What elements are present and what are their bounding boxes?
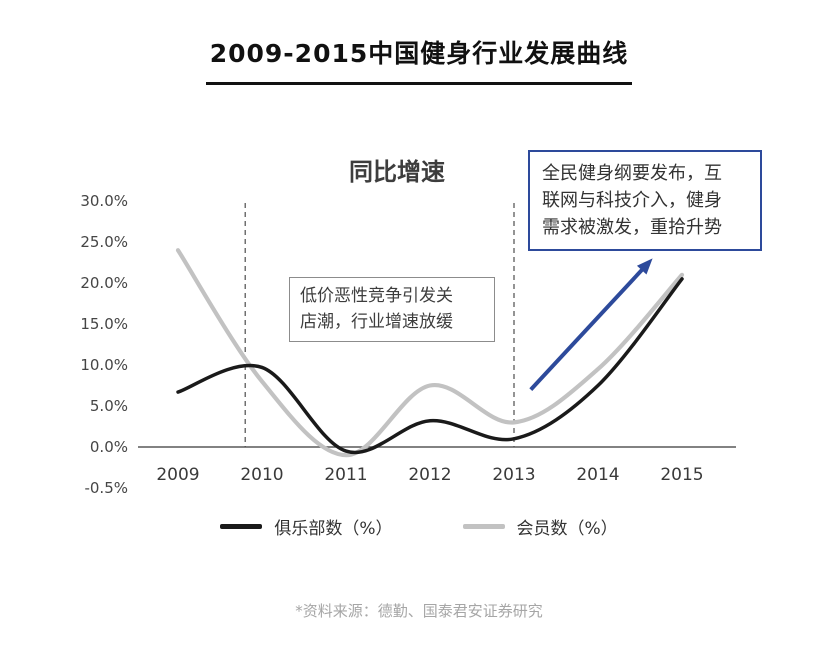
line-swatch-dark [220,524,263,529]
svg-text:2010: 2010 [240,465,283,485]
svg-text:2014: 2014 [576,465,619,485]
svg-text:2015: 2015 [660,465,703,485]
svg-text:30.0%: 30.0% [80,192,128,210]
svg-text:2009: 2009 [156,465,199,485]
legend-label: 会员数（%） [516,519,618,539]
svg-text:10.0%: 10.0% [80,356,128,374]
svg-text:20.0%: 20.0% [80,274,128,292]
legend-label: 俱乐部数（%） [274,519,393,539]
line-swatch-gray [462,524,505,529]
svg-text:15.0%: 15.0% [80,315,128,333]
svg-text:2013: 2013 [492,465,535,485]
page-header: 2009-2015中国健身行业发展曲线 [0,34,838,85]
annotation-box: 低价恶性竞争引发关 店潮，行业增速放缓 [289,277,495,342]
chart-legend: 俱乐部数（%） 会员数（%） [0,514,838,539]
svg-text:2011: 2011 [324,465,367,485]
svg-text:2012: 2012 [408,465,451,485]
legend-item-clubs: 俱乐部数（%） [220,514,393,539]
svg-text:5.0%: 5.0% [90,397,128,415]
svg-text:-0.5%: -0.5% [84,479,128,497]
annotation-box: 全民健身纲要发布，互 联网与科技介入，健身 需求被激发，重拾升势 [528,150,762,251]
svg-text:25.0%: 25.0% [80,233,128,251]
source-note: *资料来源：德勤、国泰君安证券研究 [295,602,543,620]
legend-item-members: 会员数（%） [462,514,618,539]
svg-text:0.0%: 0.0% [90,438,128,456]
chart-subtitle: 同比增速 [349,158,445,186]
page-title: 2009-2015中国健身行业发展曲线 [205,34,633,85]
